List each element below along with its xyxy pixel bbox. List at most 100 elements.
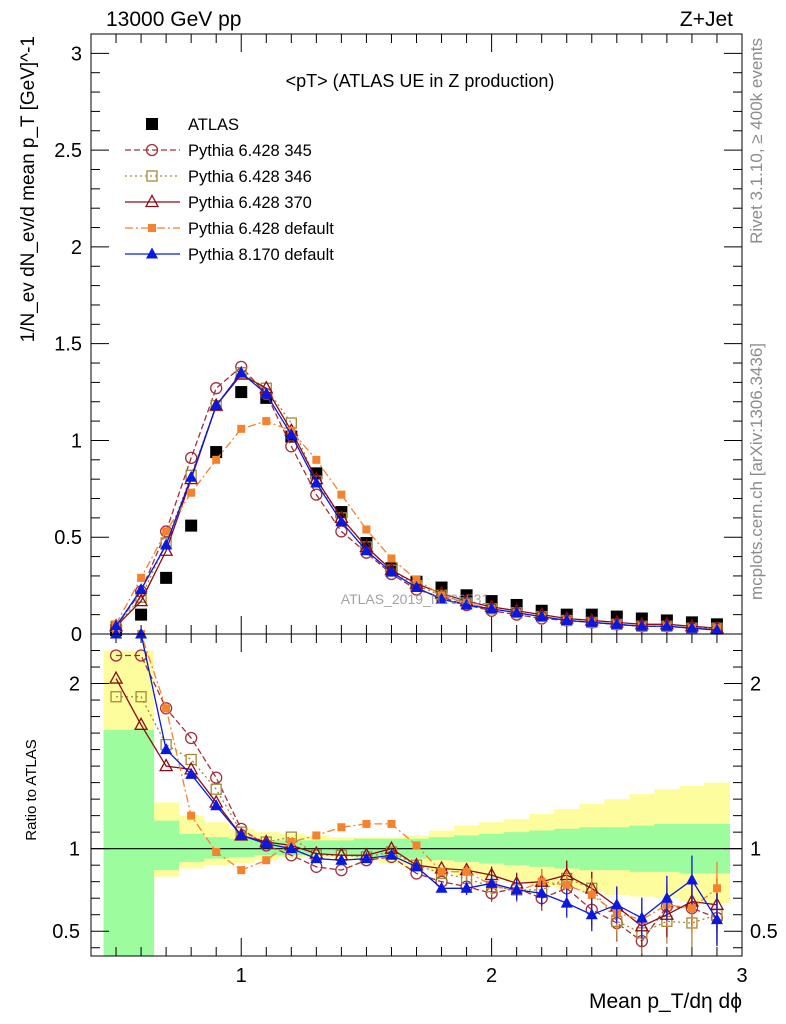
ratio-point-pythia-6-428-370 bbox=[159, 758, 174, 772]
ratio-ytick-label: 0.5 bbox=[52, 921, 80, 943]
data-point-pythia-6-428-default bbox=[387, 554, 396, 563]
data-point-pythia-8-170-default bbox=[435, 592, 448, 604]
ratio-point-pythia-8-170-default bbox=[660, 891, 673, 903]
data-point-pythia-6-428-default bbox=[412, 575, 421, 584]
data-point-pythia-6-428-default bbox=[162, 527, 171, 536]
data-point-pythia-8-170-default bbox=[260, 387, 273, 399]
ratio-point-pythia-8-170-default bbox=[135, 627, 148, 639]
ratio-point-pythia-6-428-default bbox=[562, 880, 571, 889]
ratio-point-pythia-8-170-default bbox=[310, 852, 323, 864]
series-pythia-8-170-default bbox=[110, 366, 723, 635]
data-point-pythia-8-170-default bbox=[385, 565, 398, 577]
ratio-point-pythia-8-170-default bbox=[410, 860, 423, 872]
data-point-pythia-8-170-default bbox=[535, 610, 548, 622]
legend-label-pythia-6-428-370: Pythia 6.428 370 bbox=[188, 194, 312, 212]
data-point-pythia-8-170-default bbox=[660, 619, 673, 631]
legend-label-pythia-6-428-346: Pythia 6.428 346 bbox=[188, 168, 312, 186]
band-outer bbox=[103, 650, 730, 956]
main-ytick-label: 0 bbox=[71, 624, 82, 646]
ratio-point-pythia-8-170-default bbox=[110, 627, 123, 639]
data-point-pythia-8-170-default bbox=[235, 366, 248, 378]
ratio-point-pythia-8-170-default bbox=[485, 876, 498, 888]
data-point-pythia-8-170-default bbox=[685, 621, 698, 633]
ratio-point-pythia-6-428-default bbox=[437, 867, 446, 876]
header-left: 13000 GeV pp bbox=[106, 8, 241, 31]
ratio-point-pythia-8-170-default bbox=[460, 881, 473, 893]
data-point-pythia-8-170-default bbox=[160, 538, 173, 550]
band-inner-segment bbox=[654, 823, 680, 872]
ratio-point-pythia-6-428-default bbox=[187, 811, 196, 820]
ratio-xtick-label: 1 bbox=[236, 965, 247, 987]
ratio-point-pythia-8-170-default bbox=[585, 908, 598, 920]
data-point-pythia-8-170-default bbox=[585, 615, 598, 627]
band-inner-segment bbox=[153, 820, 180, 871]
ratio-point-pythia-8-170-default bbox=[435, 881, 448, 893]
ratio-point-pythia-6-428-default bbox=[212, 847, 221, 856]
data-point-pythia-8-170-default bbox=[710, 623, 723, 635]
data-point-pythia-6-428-default bbox=[137, 573, 146, 582]
data-point-atlas bbox=[185, 519, 198, 532]
data-point-pythia-8-170-default bbox=[210, 399, 223, 411]
ratio-point-pythia-6-428-default bbox=[362, 819, 371, 828]
ratio-point-pythia-6-428-default bbox=[337, 823, 346, 832]
ratio-point-pythia-8-170-default bbox=[560, 896, 573, 908]
watermark: ATLAS_2019_I1736531 bbox=[341, 591, 490, 607]
data-point-pythia-6-428-345 bbox=[185, 451, 198, 465]
data-point-pythia-6-428-345 bbox=[310, 488, 323, 501]
legend-label-pythia-8-170-default: Pythia 8.170 default bbox=[188, 246, 334, 264]
data-point-pythia-8-170-default bbox=[410, 581, 423, 593]
data-point-atlas bbox=[235, 386, 248, 399]
ratio-frame-box bbox=[90, 633, 743, 957]
band-inner-segment bbox=[128, 729, 155, 956]
legend-label-atlas: ATLAS bbox=[188, 116, 239, 134]
legend-marker-atlas bbox=[146, 118, 158, 130]
data-point-atlas bbox=[160, 571, 173, 584]
main-ytick-label: 2.5 bbox=[54, 140, 82, 162]
ratio-series-pythia-8-170-default bbox=[110, 627, 723, 947]
ratio-point-pythia-6-428-346 bbox=[110, 691, 122, 703]
data-point-pythia-8-170-default bbox=[485, 602, 498, 614]
band-inner-segment bbox=[103, 729, 130, 956]
ratio-point-pythia-8-170-default bbox=[610, 898, 623, 910]
ratio-ytick-label: 1 bbox=[69, 839, 80, 861]
ratio-point-pythia-8-170-default bbox=[360, 852, 373, 864]
legend-marker-pythia-6-428-345 bbox=[145, 143, 159, 157]
data-point-pythia-8-170-default bbox=[185, 470, 198, 482]
main-ytick-label: 0.5 bbox=[54, 527, 82, 549]
ratio-point-pythia-6-428-370 bbox=[133, 716, 149, 730]
ratio-point-pythia-6-428-345 bbox=[134, 649, 148, 662]
ratio-point-pythia-6-428-default bbox=[162, 704, 171, 713]
main-ytick-label: 2 bbox=[71, 237, 82, 259]
data-point-pythia-8-170-default bbox=[510, 606, 523, 618]
main-ylabel: 1/N_ev dN_ev/d mean p_T [GeV]^-1 bbox=[18, 36, 39, 342]
ratio-point-pythia-8-170-default bbox=[160, 743, 173, 755]
data-point-pythia-6-428-default bbox=[212, 455, 221, 464]
ratio-point-pythia-8-170-default bbox=[235, 828, 248, 840]
data-point-pythia-8-170-default bbox=[110, 619, 123, 631]
ratio-point-pythia-8-170-default bbox=[710, 913, 723, 925]
ratio-point-pythia-6-428-345 bbox=[185, 731, 198, 745]
ratio-point-pythia-8-170-default bbox=[210, 799, 223, 811]
x-axis-label: Mean p_T/dη dϕ bbox=[589, 990, 742, 1013]
ratio-line-pythia-6-428-345 bbox=[116, 654, 718, 943]
ratio-ylabel: Ratio to ATLAS bbox=[23, 739, 40, 840]
data-point-pythia-6-428-default bbox=[187, 488, 196, 497]
data-point-pythia-8-170-default bbox=[310, 476, 323, 488]
ratio-point-pythia-6-428-default bbox=[462, 867, 471, 876]
legend-marker-pythia-8-170-default bbox=[146, 247, 158, 259]
band-inner-segment bbox=[328, 840, 355, 856]
ratio-point-pythia-8-170-default bbox=[510, 883, 523, 895]
ratio-point-pythia-6-428-345 bbox=[210, 771, 223, 784]
data-point-pythia-8-170-default bbox=[610, 617, 623, 629]
data-point-pythia-6-428-345 bbox=[210, 382, 223, 395]
data-point-pythia-8-170-default bbox=[285, 428, 298, 440]
data-point-pythia-8-170-default bbox=[460, 598, 473, 610]
ratio-point-pythia-6-428-345 bbox=[159, 702, 173, 715]
main-ytick-label: 1 bbox=[71, 430, 82, 452]
ratio-point-pythia-8-170-default bbox=[185, 767, 198, 779]
band-inner-segment bbox=[353, 838, 380, 857]
legend: ATLAS Pythia 6.428 345 Pythia 6.428 346 Pyt… bbox=[125, 116, 334, 264]
ratio-point-pythia-6-428-default bbox=[387, 819, 396, 828]
data-point-pythia-6-428-default bbox=[237, 424, 246, 433]
